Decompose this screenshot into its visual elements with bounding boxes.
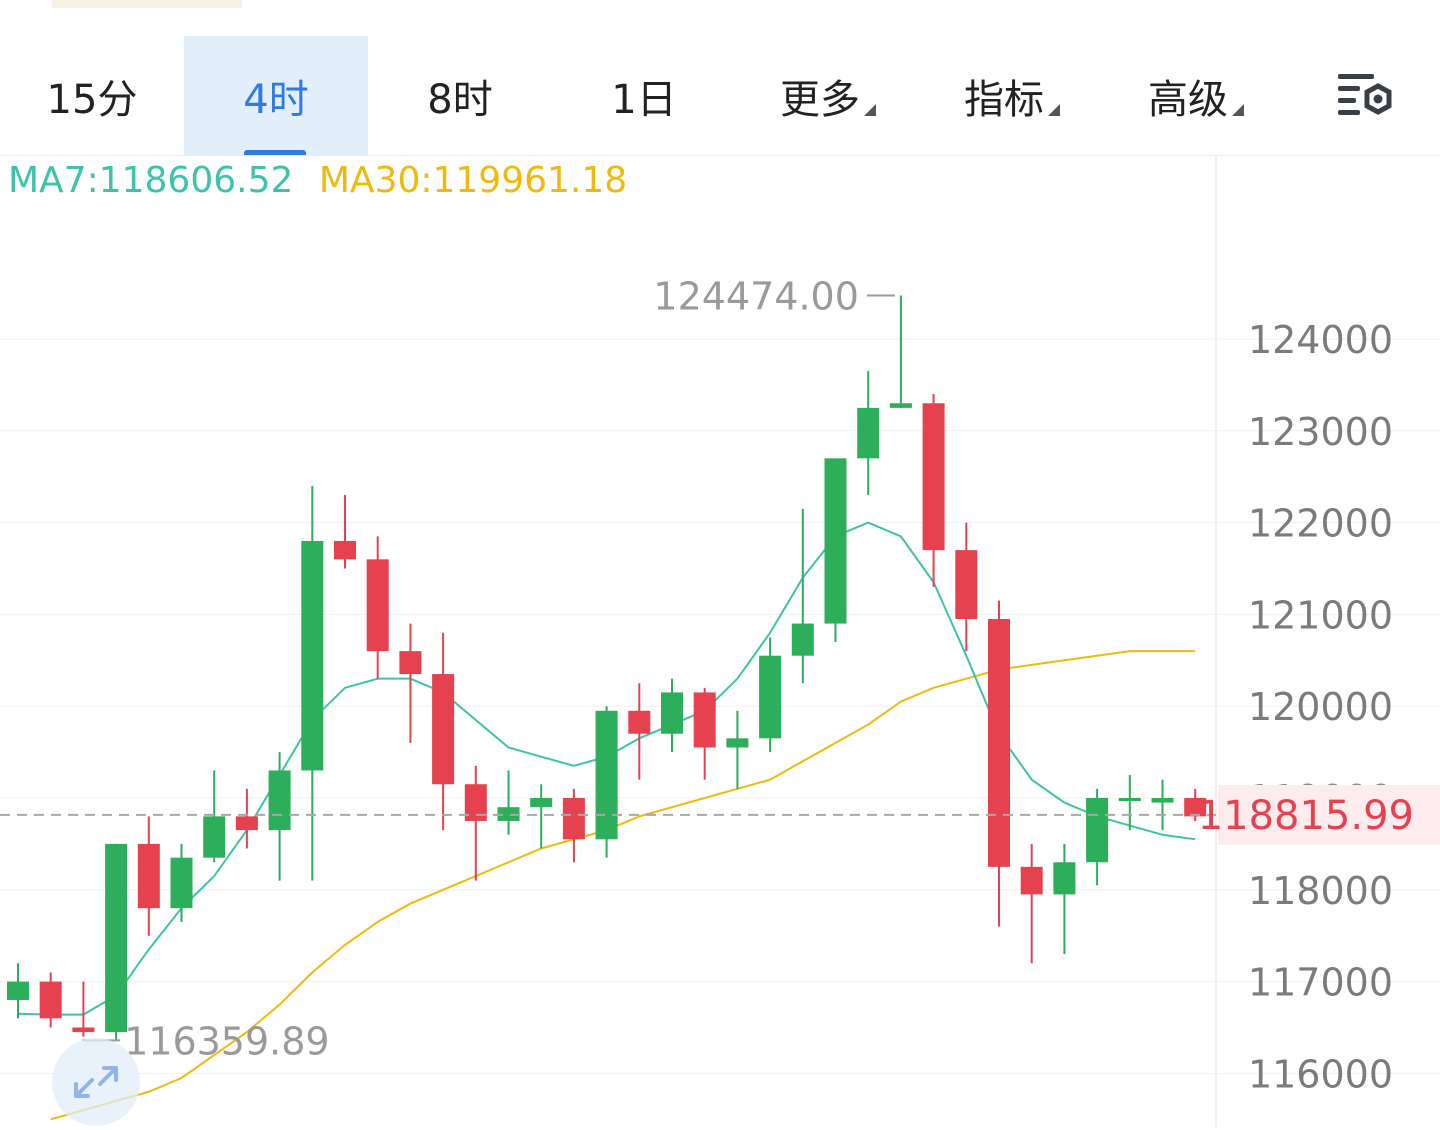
chart-settings-icon	[1338, 74, 1392, 115]
candle-body	[759, 655, 782, 739]
expand-chart-button[interactable]	[52, 1038, 140, 1126]
candle-body	[1086, 798, 1109, 863]
tab-4h[interactable]: 4时	[184, 36, 368, 156]
candle-body	[105, 843, 128, 1033]
candle-body	[137, 843, 160, 909]
tab-1d[interactable]: 1日	[611, 77, 677, 123]
candle-body	[1118, 798, 1141, 801]
dropdown-advanced[interactable]: 高级	[1104, 36, 1288, 156]
candle-body	[1151, 798, 1174, 803]
y-tick-label: 123000	[1248, 410, 1393, 454]
candle-body	[824, 458, 847, 624]
candle-body	[628, 710, 651, 734]
candle-body	[693, 692, 716, 748]
dropdown-advanced-label: 高级	[1148, 77, 1228, 123]
dropdown-more[interactable]: 更多	[736, 36, 920, 156]
active-tab-indicator	[244, 150, 306, 156]
low-marker-label: 116359.89	[124, 1019, 330, 1063]
candle-body	[268, 770, 291, 831]
candle-body	[1053, 862, 1076, 895]
candle-body	[922, 403, 945, 551]
tab-8h[interactable]: 8时	[427, 77, 493, 123]
dropdown-corner-icon	[864, 104, 876, 116]
candle-body	[988, 618, 1010, 867]
current-price-label: 118815.99	[1198, 793, 1414, 839]
tab-15m[interactable]: 15分	[46, 77, 138, 123]
candle-body	[889, 403, 912, 408]
y-tick-label: 118000	[1248, 869, 1393, 913]
y-tick-label: 116000	[1248, 1052, 1393, 1096]
candle-body	[1020, 866, 1043, 895]
chart-settings-button[interactable]	[1334, 66, 1394, 126]
candle-body	[301, 540, 324, 771]
candle-body	[366, 559, 389, 652]
y-tick-label: 122000	[1248, 502, 1393, 546]
candle-body	[791, 623, 814, 656]
dropdown-indicators[interactable]: 指标	[920, 36, 1104, 156]
candle-body	[7, 981, 29, 1000]
candle-body	[1184, 798, 1207, 817]
candle-body	[726, 738, 749, 748]
candle-body	[334, 540, 356, 560]
candle-body	[72, 1027, 95, 1033]
candle-body	[595, 710, 618, 840]
y-tick-label: 121000	[1248, 593, 1393, 637]
candle-body	[530, 798, 553, 808]
dropdown-more-label: 更多	[780, 77, 860, 123]
candle-body	[235, 816, 258, 831]
top-strip	[52, 0, 242, 8]
dropdown-corner-icon	[1048, 104, 1060, 116]
tab-4h-label: 4时	[243, 77, 309, 123]
dropdown-corner-icon	[1232, 104, 1244, 116]
candle-body	[857, 407, 880, 459]
candle-body	[203, 816, 226, 858]
ma30-value: MA30:119961.18	[318, 160, 628, 201]
candle-body	[497, 807, 520, 821]
y-tick-label: 120000	[1248, 685, 1393, 729]
y-tick-label: 124000	[1248, 318, 1393, 362]
y-tick-label: 117000	[1248, 961, 1393, 1005]
high-marker-label: 124474.00	[653, 274, 859, 318]
current-price-badge	[1218, 784, 1440, 845]
candle-body	[562, 798, 585, 840]
expand-arrows-icon	[74, 1066, 118, 1098]
interval-tabbar: 15分 4时 8时 1日 更多 指标 高级	[0, 36, 1440, 156]
candle-body	[39, 981, 62, 1019]
toolbar-divider	[0, 155, 1440, 156]
candle-body	[399, 651, 422, 675]
ma7-value: MA7:118606.52	[8, 160, 294, 201]
ma-legend: MA7:118606.52 MA30:119961.18	[8, 160, 641, 201]
candle-body	[661, 692, 683, 734]
candle-body	[170, 857, 193, 909]
candle-body	[955, 550, 978, 619]
dropdown-indicators-label: 指标	[964, 77, 1044, 123]
candle-body	[464, 784, 487, 821]
candle-body	[432, 674, 455, 785]
